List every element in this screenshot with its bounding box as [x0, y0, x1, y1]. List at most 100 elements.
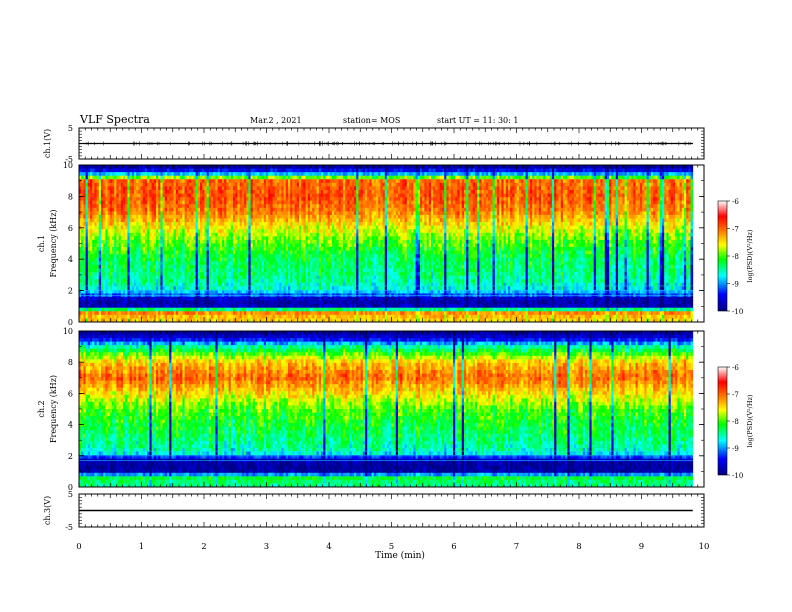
- ch1-spectrogram-cell: [419, 179, 423, 184]
- ch1-spectrogram-cell: [477, 179, 480, 184]
- ch1-spectrogram-cell: [688, 165, 691, 169]
- ch1-spectrogram-cell: [243, 182, 247, 187]
- ch1-spectrogram-cell: [96, 200, 100, 205]
- ch1-spectrogram-cell: [455, 197, 458, 202]
- ch1-spectrogram-cell: [298, 182, 302, 187]
- ch1-spectrogram-cell: [587, 165, 590, 169]
- ch1-spectrogram-cell: [237, 182, 240, 187]
- ch1-spectrogram-cell: [593, 175, 597, 180]
- ch1-spectrogram-cell: [615, 175, 619, 180]
- ch1-spectrogram-cell: [338, 179, 342, 184]
- ch1-spectrogram-cell: [305, 189, 309, 194]
- ch1-spectrogram-cell: [318, 193, 322, 198]
- ch1-spectrogram-cell: [512, 200, 515, 205]
- ch1-spectrogram-cell: [492, 197, 496, 202]
- ch1-spectrogram-cell: [606, 189, 610, 194]
- ch1-spectrogram-cell: [362, 189, 366, 194]
- ch1-spectrogram-cell: [221, 197, 225, 202]
- ch1-spectrogram-cell: [514, 193, 518, 198]
- ch1-spectrogram-cell: [270, 200, 273, 205]
- ch1-spectrogram-cell: [395, 193, 399, 198]
- ch1-spectrogram-cell: [496, 165, 500, 169]
- ch1-spectrogram-cell: [595, 197, 599, 202]
- ch1-spectrogram-cell: [301, 175, 304, 180]
- ch1-spectrogram-cell: [567, 189, 570, 194]
- ch1-spectrogram-cell: [314, 186, 317, 191]
- ch1-spectrogram-cell: [571, 193, 575, 198]
- ch1-spectrogram-cell: [87, 172, 91, 177]
- ch1-spectrogram-cell: [294, 200, 298, 205]
- ch1-spectrogram-cell: [270, 197, 273, 202]
- ch1-spectrogram-cell: [243, 197, 247, 202]
- ch1-spectrogram-cell: [358, 200, 361, 205]
- ch1-spectrogram-cell: [666, 189, 669, 194]
- ch1-spectrogram-cell: [345, 193, 348, 198]
- ch1-spectrogram-cell: [112, 179, 115, 184]
- ch1-spectrogram-cell: [672, 197, 676, 202]
- ch1-spectrogram-cell: [239, 172, 243, 177]
- ch1-spectrogram-cell: [125, 193, 128, 198]
- ch1-spectrogram-cell: [686, 172, 689, 177]
- ch1-spectrogram-cell: [545, 165, 548, 169]
- ch1-spectrogram-cell: [448, 200, 452, 205]
- ch1-spectrogram-cell: [173, 179, 177, 184]
- ch1-spectrogram-cell: [549, 200, 553, 205]
- ch1-spectrogram-cell: [503, 175, 507, 180]
- ch1-spectrogram-cell: [540, 193, 544, 198]
- ch1-spectrogram-cell: [131, 168, 135, 173]
- ch1-spectrogram-cell: [516, 193, 520, 198]
- ch1-spectrogram-cell: [562, 172, 566, 177]
- ch1-spectrogram-cell: [397, 200, 401, 205]
- ch1-spectrogram-cell: [221, 172, 225, 177]
- ch1-spectrogram-cell: [206, 172, 210, 177]
- ch1-spectrogram-cell: [512, 189, 515, 194]
- ch1-spectrogram-cell: [549, 186, 553, 191]
- ch1-spectrogram-cell: [107, 193, 111, 198]
- ch1-spectrogram-cell: [615, 165, 619, 169]
- ch1-spectrogram-cell: [485, 165, 489, 169]
- ch1-spectrogram-cell: [386, 165, 390, 169]
- ch1-spectrogram-cell: [303, 179, 306, 184]
- ch1-spectrogram-cell: [334, 193, 337, 198]
- ch1-spectrogram-cell: [538, 193, 542, 198]
- ch1-spectrogram-cell: [360, 197, 364, 202]
- ch1-spectrogram-cell: [246, 197, 249, 202]
- ch1-spectrogram-cell: [298, 186, 302, 191]
- ch1-spectrogram-cell: [604, 197, 608, 202]
- ch1-spectrogram-cell: [518, 193, 522, 198]
- ch1-spectrogram-cell: [395, 175, 399, 180]
- ch1-spectrogram-cell: [272, 179, 276, 184]
- ch1-spectrogram-cell: [173, 182, 177, 187]
- ch1-spectrogram-cell: [529, 197, 533, 202]
- ch1-spectrogram-cell: [690, 218, 694, 223]
- ch1-spectrogram-cell: [598, 197, 601, 202]
- ch1-spectrogram-cell: [455, 189, 458, 194]
- ch1-spectrogram-cell: [602, 197, 606, 202]
- ch1-spectrogram-cell: [230, 168, 234, 173]
- ch1-spectrogram-cell: [342, 172, 346, 177]
- ch1-spectrogram-cell: [371, 186, 375, 191]
- ch1-spectrogram-cell: [505, 182, 509, 187]
- ch1-spectrogram-cell: [492, 182, 496, 187]
- ch1-spectrogram-cell: [415, 182, 419, 187]
- ch1-spectrogram-cell: [455, 193, 458, 198]
- ch1-spectrogram-cell: [136, 179, 139, 184]
- ch1-spectrogram-cell: [402, 197, 405, 202]
- ch1-spectrogram-cell: [274, 168, 278, 173]
- ch1-spectrogram-cell: [444, 172, 447, 177]
- ch1-spectrogram-cell: [177, 168, 181, 173]
- ch1-spectrogram-cell: [375, 168, 379, 173]
- ch1-spectrogram-cell: [226, 193, 229, 198]
- ch1-spectrogram-cell: [529, 179, 533, 184]
- ch1-spectrogram-cell: [98, 172, 102, 177]
- ch1-spectrogram-cell: [386, 189, 390, 194]
- ch1-spectrogram-cell: [560, 200, 564, 205]
- ch1-spectrogram-cell: [452, 172, 456, 177]
- ch1-spectrogram-cell: [562, 189, 566, 194]
- ch1-spectrogram-cell: [650, 182, 654, 187]
- ch1-spectrogram-cell: [356, 200, 359, 205]
- ch1-spectrogram-cell: [606, 179, 610, 184]
- ch1-spectrogram-cell: [186, 168, 190, 173]
- ch1-spectrogram-cell: [466, 175, 469, 180]
- ch1-spectrogram-cell: [184, 200, 188, 205]
